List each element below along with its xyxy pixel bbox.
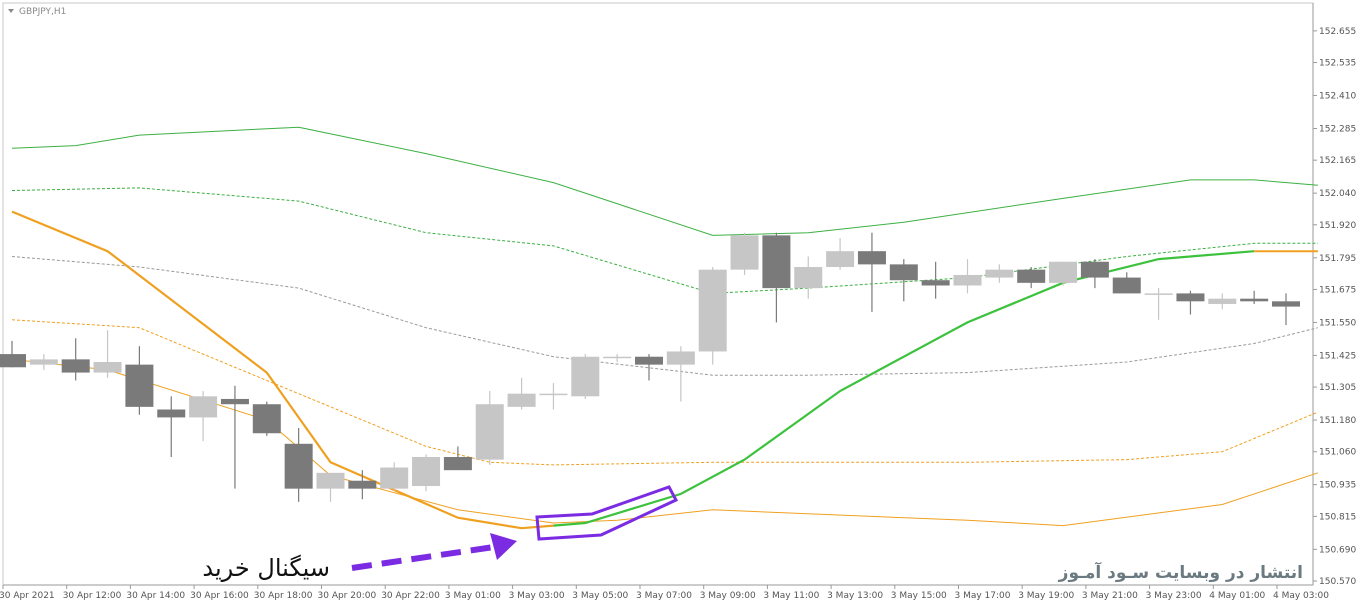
candle-body [93, 362, 122, 373]
candle-body [1144, 293, 1173, 295]
green-upper-line [11, 126, 1318, 236]
price-tick-label: 152.165 [1319, 156, 1356, 166]
price-tick-label: 150.815 [1319, 512, 1356, 522]
candle-body [826, 251, 855, 268]
candle-body [889, 264, 918, 281]
plot-frame [2, 2, 1314, 586]
candle-body [29, 359, 58, 365]
candle-body [443, 456, 472, 471]
price-tick-label: 151.795 [1319, 254, 1356, 264]
orange-signal-line [11, 210, 554, 530]
time-tick-label: 30 Apr 2021 [0, 591, 55, 601]
candle-body [348, 480, 377, 489]
price-tick-label: 152.040 [1319, 189, 1356, 199]
candle-body [698, 269, 727, 352]
candle-body [762, 235, 791, 289]
candle-body [380, 467, 409, 489]
candle-body [1112, 277, 1141, 294]
candle-body [316, 472, 345, 489]
candle-body [61, 359, 90, 373]
time-tick-label: 30 Apr 12:00 [63, 591, 122, 601]
orange-lower-line [11, 358, 1319, 527]
candle-body [189, 396, 218, 418]
green-signal-line [553, 250, 1255, 527]
candle-body [1017, 269, 1046, 283]
price-tick-label: 150.935 [1319, 481, 1356, 491]
candle-body [412, 456, 441, 487]
candle-body [1176, 293, 1205, 302]
price-tick-label: 151.305 [1319, 383, 1356, 393]
symbol-label[interactable]: GBPJPY,H1 [19, 7, 66, 17]
price-tick-label: 152.655 [1319, 27, 1356, 37]
price-tick-label: 152.535 [1319, 59, 1356, 69]
candle-body [571, 356, 600, 397]
time-axis: 30 Apr 2021 30 Apr 12:00 30 Apr 14:00 30 Ap… [0, 585, 1329, 601]
time-tick-label: 4 May 03:00 [1273, 591, 1329, 601]
time-tick-label: 30 Apr 16:00 [190, 591, 249, 601]
time-tick-label: 3 May 17:00 [955, 591, 1011, 601]
time-tick-label: 3 May 11:00 [763, 591, 819, 601]
candle-body [953, 274, 982, 286]
candle-body [1272, 301, 1300, 307]
candle-body [985, 269, 1014, 278]
time-tick-label: 3 May 15:00 [891, 591, 947, 601]
signal-arrow-head-icon [490, 533, 517, 560]
orange-upper-line [11, 319, 1319, 466]
time-tick-label: 3 May 21:00 [1082, 591, 1138, 601]
price-tick-label: 151.550 [1319, 318, 1356, 328]
candle-body [730, 235, 759, 270]
candles-layer [0, 232, 1300, 502]
candle-body [284, 443, 313, 489]
candle-body [1208, 298, 1237, 304]
price-tick-label: 151.425 [1319, 351, 1356, 361]
time-tick-label: 3 May 19:00 [1018, 591, 1074, 601]
candle-body [794, 267, 823, 289]
price-tick-label: 151.920 [1319, 221, 1356, 231]
signal-annotation: سیگنال خرید [202, 485, 679, 582]
time-tick-label: 3 May 23:00 [1146, 591, 1202, 601]
price-tick-label: 152.410 [1319, 92, 1356, 102]
candle-body [252, 404, 281, 434]
time-tick-label: 4 May 01:00 [1209, 591, 1265, 601]
price-tick-label: 150.690 [1319, 545, 1356, 555]
candle-body [921, 280, 950, 286]
time-tick-label: 3 May 01:00 [445, 591, 501, 601]
price-tick-label: 151.060 [1319, 448, 1356, 458]
time-tick-label: 3 May 05:00 [572, 591, 628, 601]
signal-label: سیگنال خرید [202, 554, 330, 582]
signal-highlight-box [535, 485, 679, 541]
time-tick-label: 30 Apr 20:00 [318, 591, 377, 601]
candle-body [1080, 261, 1109, 278]
candle-body [0, 354, 26, 368]
time-tick-label: 30 Apr 14:00 [126, 591, 185, 601]
price-axis: 152.655 152.535 152.410 152.285 152.165 152.0… [1313, 27, 1356, 587]
time-tick-label: 3 May 07:00 [636, 591, 692, 601]
watermark-text: انتشار در وبسایت سـود آمـوز [1058, 561, 1303, 583]
price-tick-label: 152.285 [1319, 124, 1356, 134]
candle-body [125, 364, 154, 407]
candle-body [603, 356, 632, 359]
time-tick-label: 3 May 13:00 [827, 591, 883, 601]
symbol-dropdown-icon[interactable] [8, 9, 14, 13]
price-tick-label: 151.180 [1319, 416, 1356, 426]
candle-body [857, 251, 886, 265]
candle-body [475, 404, 504, 460]
candle-body [666, 351, 695, 365]
candle-body [635, 356, 663, 365]
time-tick-label: 3 May 09:00 [700, 591, 756, 601]
candle-body [157, 409, 186, 418]
time-tick-label: 30 Apr 22:00 [381, 591, 440, 601]
candle-body [1049, 261, 1078, 283]
price-tick-label: 150.570 [1319, 577, 1356, 587]
time-tick-label: 3 May 03:00 [509, 591, 565, 601]
candle-body [1240, 298, 1269, 302]
signal-arrow-line [351, 544, 495, 571]
candle-body [220, 398, 249, 405]
gray-mid-line [11, 256, 1319, 376]
price-tick-label: 151.675 [1319, 285, 1356, 295]
candle-body [507, 393, 536, 407]
candle-body [539, 393, 568, 396]
time-tick-label: 30 Apr 18:00 [254, 591, 313, 601]
